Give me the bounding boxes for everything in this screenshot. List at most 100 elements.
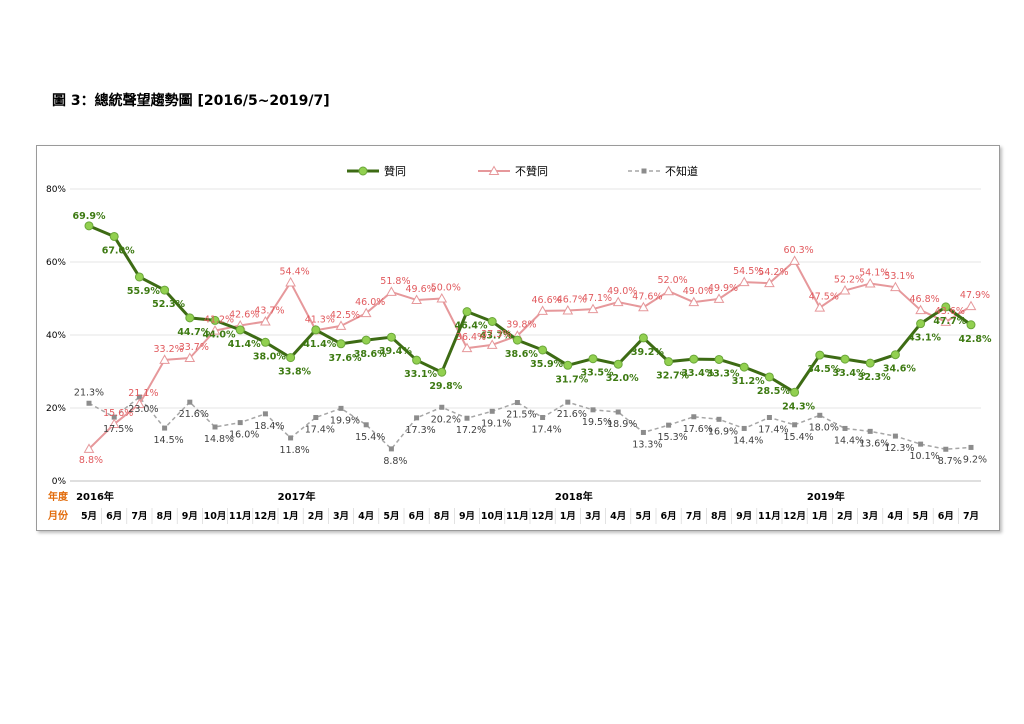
data-label-disapprove: 47.6%	[632, 291, 662, 302]
data-label-disapprove: 51.8%	[380, 276, 410, 287]
month-label: 10月	[481, 511, 504, 522]
data-point-unknown	[86, 400, 92, 406]
series-line-disapprove	[88, 259, 972, 450]
data-label-unknown: 14.5%	[154, 435, 184, 446]
data-point-approve	[916, 319, 926, 329]
data-label-unknown: 17.2%	[456, 425, 486, 436]
data-point-disapprove	[108, 418, 120, 429]
data-label-approve: 33.3%	[707, 368, 740, 379]
data-point-unknown	[464, 415, 470, 421]
data-label-unknown: 23.0%	[128, 404, 158, 415]
data-label-disapprove: 42.5%	[330, 310, 360, 321]
data-label-disapprove: 46.6%	[532, 295, 562, 306]
data-point-disapprove	[764, 277, 775, 288]
data-label-unknown: 17.5%	[103, 424, 133, 435]
month-label: 5月	[81, 511, 97, 522]
data-point-disapprove	[360, 307, 372, 318]
data-point-disapprove	[789, 255, 800, 265]
data-label-disapprove: 49.0%	[683, 286, 713, 297]
data-label-unknown: 12.3%	[884, 443, 914, 454]
data-point-approve	[638, 333, 648, 343]
year-label: 2016年	[76, 490, 114, 503]
data-point-approve	[714, 354, 724, 364]
data-label-disapprove: 49.9%	[708, 283, 738, 294]
data-point-approve	[512, 335, 522, 345]
data-label-disapprove: 42.6%	[229, 310, 259, 321]
data-point-approve	[336, 339, 346, 349]
data-label-approve: 32.0%	[606, 373, 639, 384]
month-label: 11月	[506, 511, 529, 522]
month-label: 6月	[409, 511, 425, 522]
data-label-disapprove: 60.3%	[784, 245, 814, 256]
legend-swatch-marker	[641, 168, 647, 174]
data-point-disapprove	[134, 398, 145, 408]
data-point-approve	[865, 358, 875, 368]
data-point-unknown	[640, 429, 646, 435]
month-label: 5月	[383, 511, 399, 522]
data-label-unknown: 17.6%	[683, 424, 713, 435]
data-point-unknown	[187, 399, 193, 405]
data-label-approve: 24.3%	[782, 401, 815, 412]
data-label-approve: 39.4%	[379, 346, 412, 357]
data-point-disapprove	[335, 320, 347, 330]
data-label-approve: 41.4%	[228, 339, 261, 350]
data-label-disapprove: 50.0%	[431, 283, 461, 294]
y-tick-label: 80%	[46, 185, 66, 195]
data-label-approve: 47.7%	[933, 316, 966, 327]
data-point-disapprove	[285, 276, 296, 287]
data-label-unknown: 21.6%	[557, 409, 587, 420]
data-label-approve: 31.2%	[732, 376, 765, 387]
data-point-unknown	[565, 399, 571, 405]
data-label-unknown: 20.2%	[431, 414, 461, 425]
data-label-approve: 55.9%	[127, 286, 160, 297]
data-point-disapprove	[663, 285, 674, 296]
data-label-disapprove: 49.6%	[406, 284, 436, 295]
month-label: 9月	[459, 511, 475, 522]
y-tick-label: 0%	[52, 477, 67, 487]
data-label-disapprove: 46.0%	[355, 297, 385, 308]
series-line-unknown	[88, 396, 972, 450]
data-label-unknown: 9.2%	[963, 454, 987, 465]
data-point-approve	[815, 350, 825, 360]
data-label-approve: 33.4%	[833, 368, 866, 379]
data-point-disapprove	[713, 293, 725, 303]
data-label-approve: 33.1%	[404, 369, 437, 380]
data-point-approve	[840, 354, 850, 364]
data-point-disapprove	[411, 294, 422, 304]
data-label-disapprove: 41.2%	[204, 315, 234, 326]
data-point-approve	[613, 359, 623, 369]
data-point-approve	[941, 302, 951, 312]
data-point-approve	[185, 313, 195, 323]
data-label-unknown: 15.4%	[784, 432, 814, 443]
data-label-disapprove: 46.7%	[557, 295, 587, 306]
month-label: 3月	[862, 511, 878, 522]
data-label-unknown: 17.4%	[305, 424, 335, 435]
data-point-approve	[563, 360, 573, 370]
data-point-approve	[966, 320, 976, 330]
month-label: 12月	[531, 511, 554, 522]
data-label-disapprove: 15.6%	[103, 408, 133, 419]
data-point-disapprove	[486, 339, 498, 349]
data-point-disapprove	[209, 325, 221, 335]
month-label: 12月	[254, 511, 277, 522]
data-point-disapprove	[612, 296, 624, 307]
data-point-unknown	[414, 415, 420, 421]
data-label-approve: 37.6%	[329, 353, 362, 364]
data-point-approve	[588, 354, 598, 364]
data-label-approve: 46.4%	[455, 321, 488, 332]
data-point-unknown	[439, 404, 445, 410]
data-point-unknown	[867, 428, 873, 434]
data-label-disapprove: 47.5%	[809, 292, 839, 303]
data-label-unknown: 18.4%	[254, 421, 284, 432]
data-point-unknown	[514, 400, 520, 406]
data-point-disapprove	[738, 276, 750, 287]
data-point-disapprove	[587, 303, 599, 314]
data-point-approve	[210, 315, 220, 325]
data-label-disapprove: 54.5%	[733, 266, 763, 277]
data-label-approve: 42.8%	[959, 334, 992, 345]
data-point-unknown	[338, 405, 344, 411]
data-point-unknown	[288, 435, 294, 441]
data-point-approve	[739, 362, 749, 372]
data-point-approve	[361, 335, 371, 345]
data-label-approve: 41.4%	[303, 339, 336, 350]
